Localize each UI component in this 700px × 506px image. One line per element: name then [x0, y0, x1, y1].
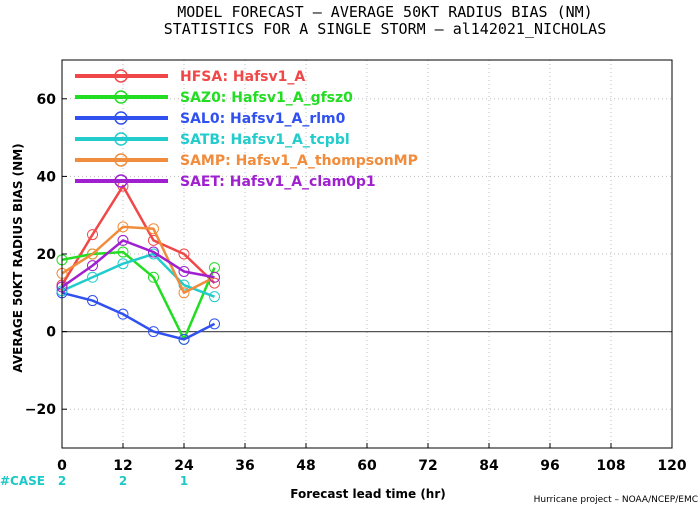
data-point	[178, 248, 190, 260]
series-group	[56, 180, 220, 345]
footer-credit: Hurricane project – NOAA/NCEP/EMC	[534, 495, 698, 505]
legend-label: SAET: Hafsv1_A_clam0p1	[180, 174, 376, 190]
series-line-2	[61, 291, 216, 341]
chart-title-line1: MODEL FORECAST – AVERAGE 50KT RADIUS BIA…	[177, 3, 592, 21]
x-tick-label: 0	[57, 458, 67, 474]
x-tick-label: 84	[479, 458, 499, 474]
x-tick-label: 36	[235, 458, 254, 474]
data-point	[209, 271, 220, 283]
case-count: 1	[180, 474, 188, 488]
legend-label: HFSA: Hafsv1_A	[180, 69, 305, 85]
data-point	[117, 234, 129, 246]
legend-swatch-marker	[114, 69, 128, 83]
data-point	[148, 271, 159, 283]
legend-swatch-marker	[114, 174, 128, 188]
x-tick-label: 108	[596, 458, 625, 474]
data-point	[209, 291, 220, 303]
x-tick-label: 60	[357, 458, 377, 474]
data-point	[178, 287, 190, 299]
x-tick-label: 120	[657, 458, 686, 474]
legend-swatch-marker	[114, 111, 128, 125]
legend-label: SAZ0: Hafsv1_A_gfsz0	[180, 90, 353, 106]
legend-swatch-marker	[114, 153, 128, 167]
data-point	[209, 318, 220, 330]
data-point	[87, 295, 98, 307]
legend-label: SAMP: Hafsv1_A_thompsonMP	[180, 153, 418, 169]
x-tick-label: 48	[296, 458, 315, 474]
series-line-1	[61, 250, 216, 341]
data-point	[178, 333, 190, 345]
y-tick-labels: −20 0 20 40 60	[25, 92, 67, 418]
data-point	[117, 258, 129, 270]
legend: HFSA: Hafsv1_A SAZ0: Hafsv1_A_gfsz0 SAL0: …	[75, 69, 418, 190]
legend-label: SAL0: Hafsv1_A_rlm0	[180, 111, 346, 127]
chart-title-line2: STATISTICS FOR A SINGLE STORM – al142021…	[164, 20, 607, 38]
data-point	[148, 326, 159, 338]
x-tick-label: 96	[540, 458, 559, 474]
grid-lines	[62, 60, 672, 448]
x-tick-label: 12	[113, 458, 132, 474]
series-line-0	[60, 184, 216, 286]
y-tick-label: 60	[37, 92, 57, 108]
data-point	[87, 229, 98, 241]
case-count: 2	[119, 474, 127, 488]
x-axis-label: Forecast lead time (hr)	[290, 487, 446, 501]
data-point	[117, 308, 129, 320]
series-line-4	[61, 225, 216, 295]
data-point	[87, 271, 98, 283]
legend-label: SATB: Hafsv1_A_tcpbl	[180, 132, 350, 148]
legend-swatch-marker	[114, 132, 128, 146]
y-tick-label: −20	[25, 402, 56, 418]
y-tick-label: 0	[46, 325, 56, 341]
data-point	[87, 248, 98, 260]
data-point	[117, 221, 129, 233]
y-tick-label: 40	[37, 169, 57, 185]
data-point	[148, 223, 159, 235]
y-tick-label: 20	[37, 247, 57, 263]
legend-swatch-marker	[114, 90, 128, 104]
data-point	[178, 265, 190, 277]
x-tick-labels: 0 12 24 36 48 60 72 84 96 108 120	[57, 443, 687, 474]
data-point	[87, 260, 98, 272]
case-label: #CASE	[0, 474, 45, 488]
x-tick-label: 72	[418, 458, 437, 474]
case-counts: 2 2 1	[58, 474, 188, 488]
data-point	[148, 246, 159, 258]
data-point	[117, 246, 129, 258]
case-count: 2	[58, 474, 66, 488]
x-tick-label: 24	[174, 458, 194, 474]
y-axis-label: AVERAGE 50KT RADIUS BIAS (NM)	[11, 143, 25, 372]
